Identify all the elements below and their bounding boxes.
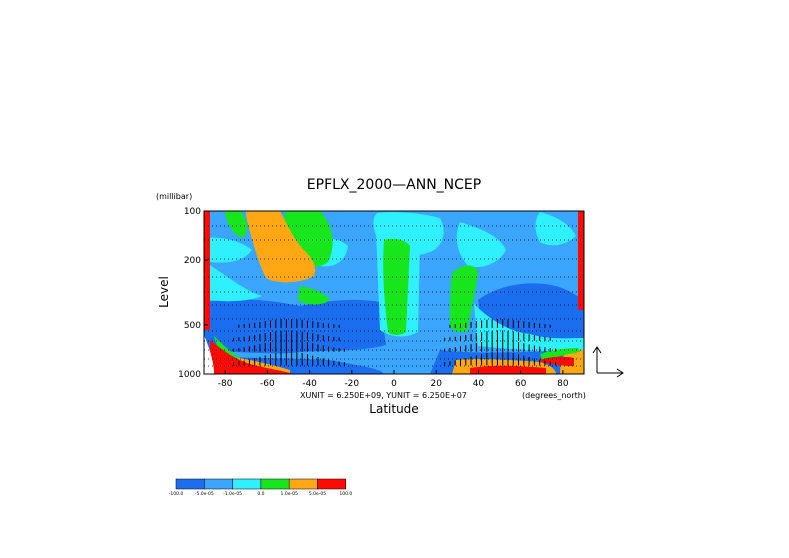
legend-label: -5.0e-05 (195, 491, 214, 497)
x-tick-label: 40 (473, 379, 485, 389)
x-tick-label: -40 (302, 379, 317, 389)
legend-label: -100.0 (169, 491, 184, 497)
legend-label: -1.0e-05 (223, 491, 242, 497)
legend-swatch (288, 478, 318, 490)
y-tick-label: 200 (184, 256, 201, 266)
x-axis: -80 -60 -40 -20 0 20 40 60 80 (218, 370, 569, 389)
x-tick-label: -80 (218, 379, 233, 389)
legend-label: 0.0 (257, 491, 264, 497)
legend-swatch (317, 478, 347, 490)
y-tick-label: 100 (184, 207, 201, 217)
chart-title: EPFLX_2000—ANN_NCEP (307, 177, 481, 193)
x-tick-label: -20 (344, 379, 359, 389)
legend-label: 5.0e-05 (309, 491, 326, 497)
y-unit-label: (millibar) (156, 192, 192, 201)
x-axis-label: Latitude (369, 402, 418, 416)
vector-units-label: XUNIT = 6.250E+09, YUNIT = 6.250E+07 (300, 391, 467, 400)
x-tick-label: 0 (391, 379, 397, 389)
ep-flux-vectors (233, 318, 556, 366)
y-tick-label: 1000 (178, 370, 201, 380)
x-tick-label: 80 (557, 379, 569, 389)
legend-swatch (260, 478, 290, 490)
legend-swatch (232, 478, 262, 490)
y-axis-label: Level (157, 276, 171, 308)
legend-label: 100.0 (339, 491, 352, 497)
legend-swatch (175, 478, 205, 490)
vector-key (592, 346, 624, 378)
x-unit-label: (degrees_north) (522, 391, 586, 400)
x-tick-label: 60 (515, 379, 527, 389)
grid-lines (204, 225, 584, 367)
x-tick-label: -60 (260, 379, 275, 389)
legend-label: 1.0e-05 (281, 491, 298, 497)
x-tick-label: 20 (430, 379, 442, 389)
y-axis: 100 200 500 1000 (178, 207, 208, 380)
y-tick-label: 500 (184, 321, 201, 331)
color-legend: -100.0 -5.0e-05 -1.0e-05 0.0 1.0e-05 5.0e-05 1… (169, 478, 352, 497)
legend-swatch (204, 478, 233, 490)
